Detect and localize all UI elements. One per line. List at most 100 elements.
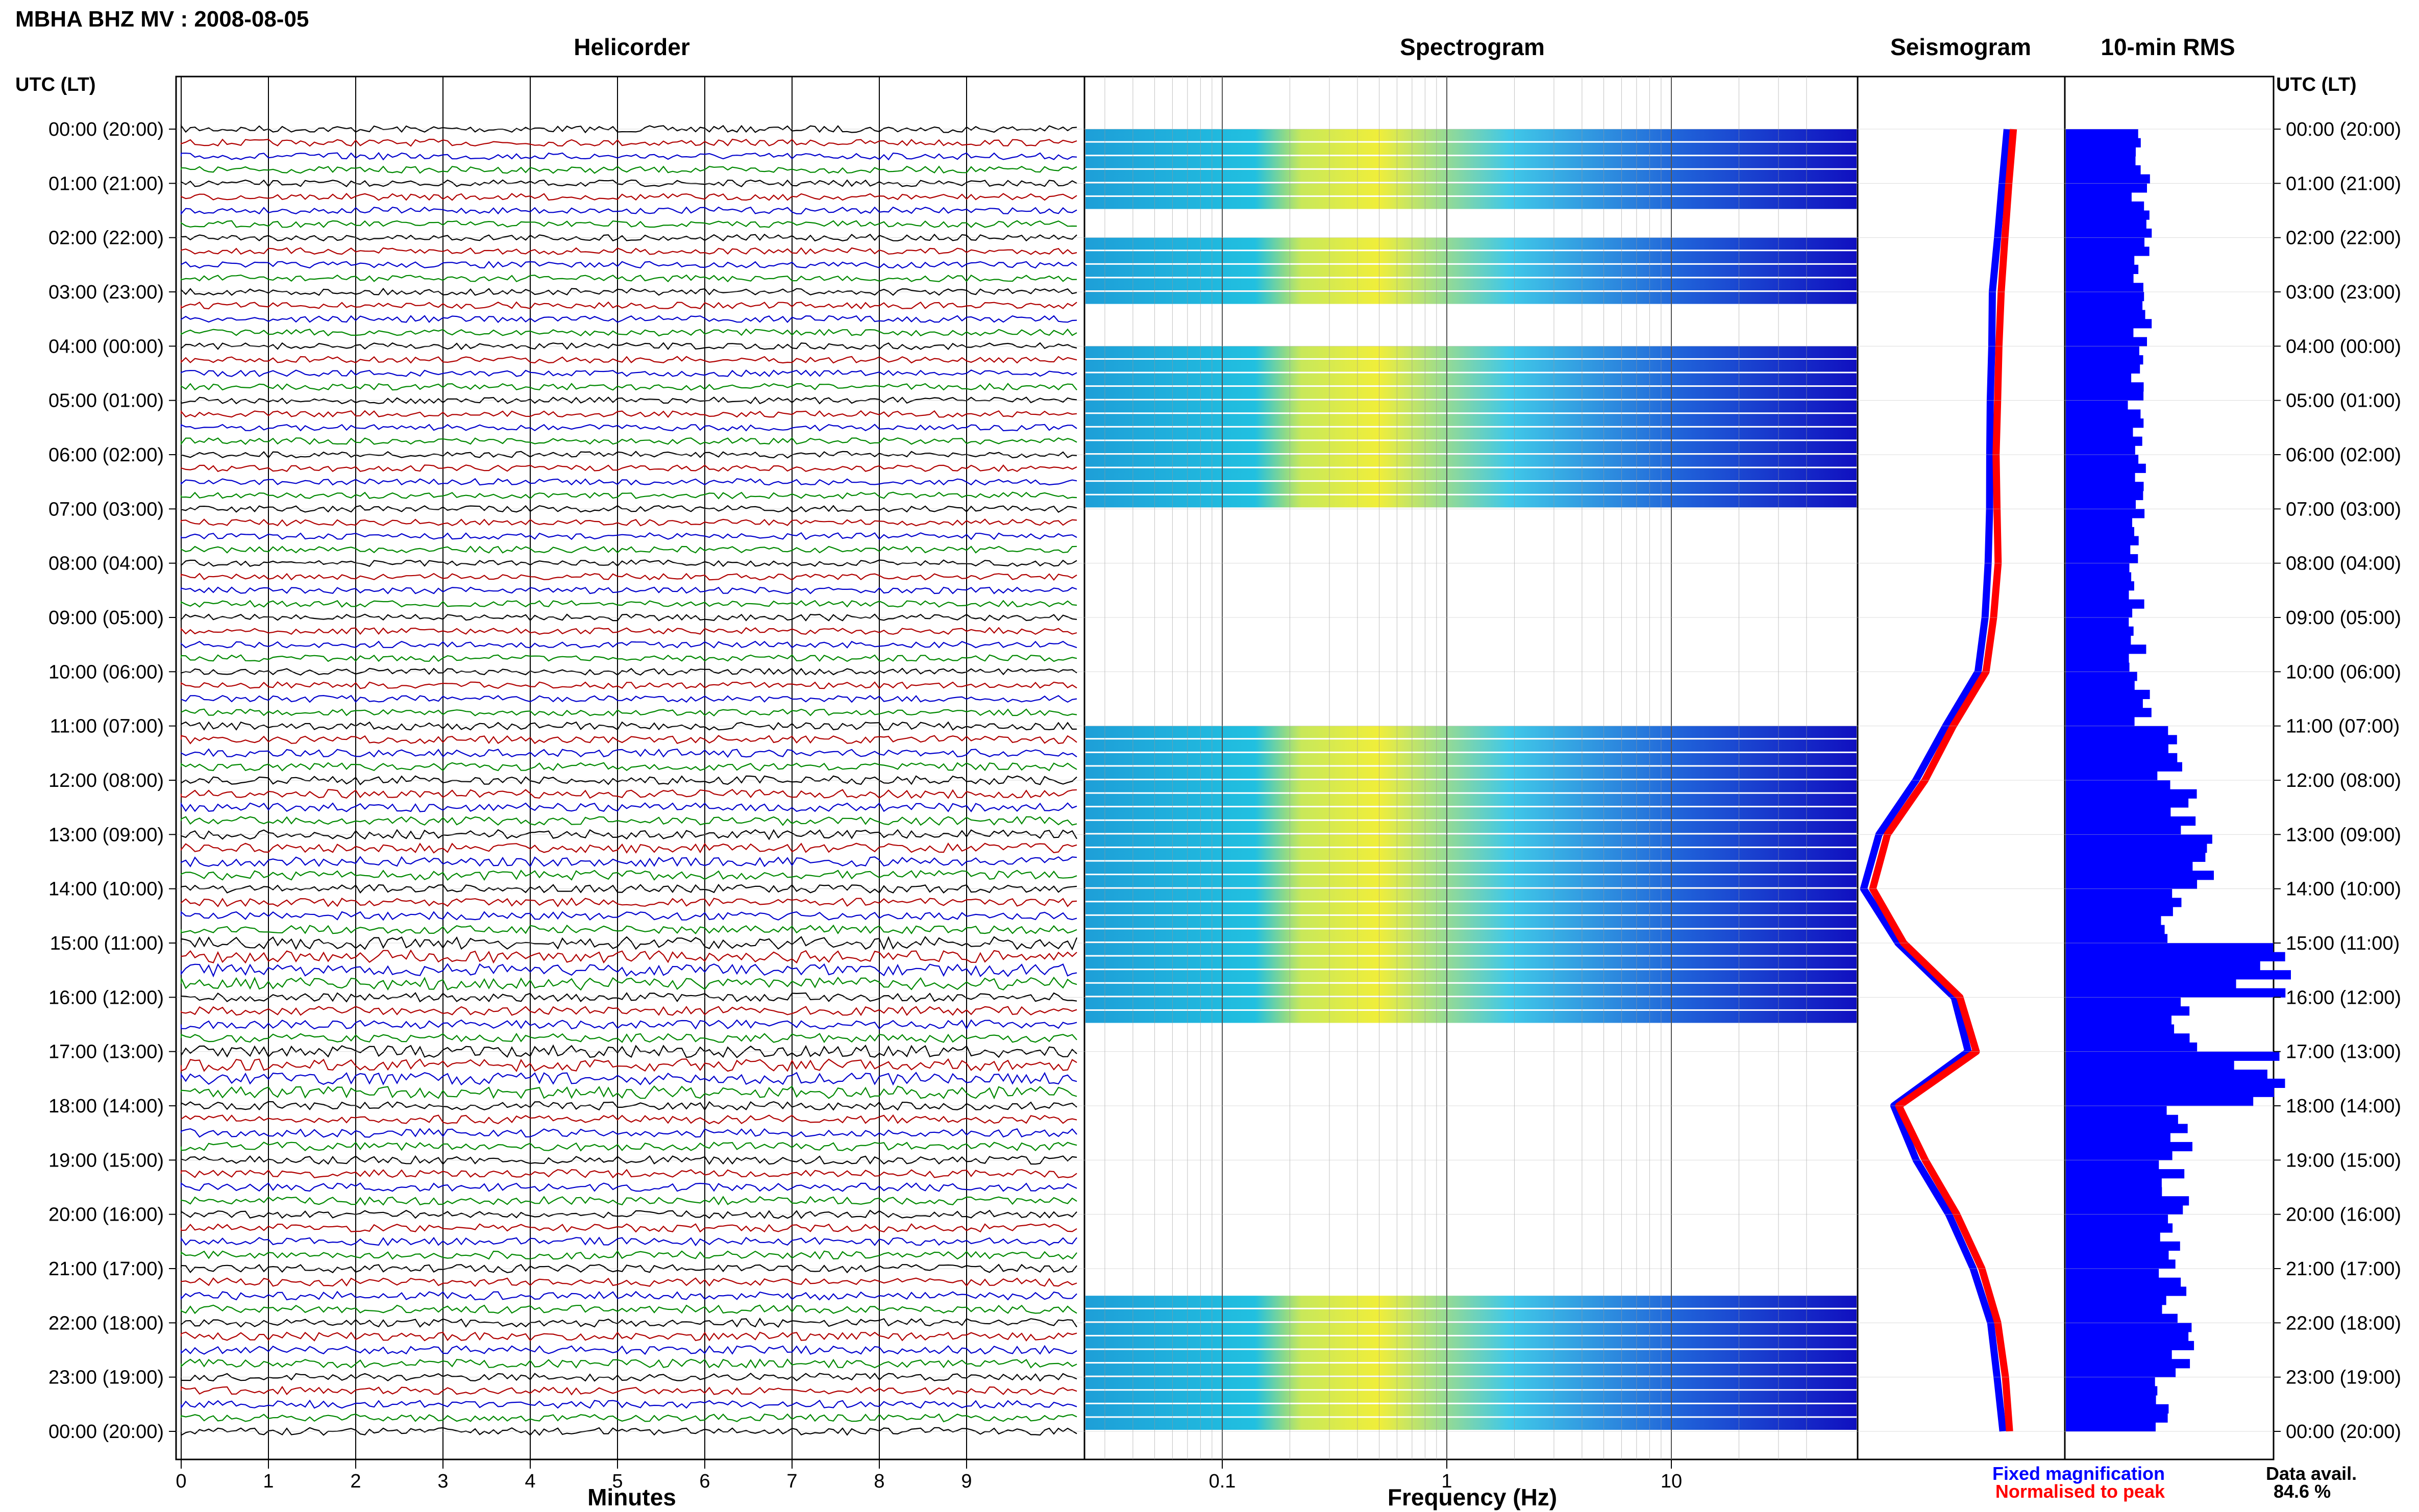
spectrogram-band <box>1085 196 1857 209</box>
rms-bar <box>2066 256 2135 265</box>
rms-bar <box>2066 246 2150 256</box>
helicorder-trace <box>180 274 1077 283</box>
rms-bar <box>2066 1106 2167 1116</box>
rms-bar <box>2066 527 2134 536</box>
helicorder-trace <box>180 532 1077 540</box>
spectrogram-band <box>1085 373 1857 386</box>
panel-title-helicorder: Helicorder <box>574 34 690 60</box>
helicorder-trace <box>180 233 1077 242</box>
rms-bar <box>2066 762 2182 772</box>
helicorder-trace <box>180 124 1077 134</box>
spectrogram-band <box>1085 495 1857 508</box>
time-label-right: 21:00 (17:00) <box>2286 1258 2401 1280</box>
rms-bar <box>2066 735 2177 745</box>
rms-bar <box>2066 1359 2190 1369</box>
spectrogram-band <box>1085 1323 1857 1335</box>
time-label-right: 19:00 (15:00) <box>2286 1150 2401 1171</box>
rms-bar <box>2066 536 2139 546</box>
rms-bar <box>2066 1205 2183 1215</box>
rms-bar <box>2066 382 2144 392</box>
time-label-left: 23:00 (19:00) <box>48 1367 164 1389</box>
rms-bar <box>2066 617 2129 627</box>
rms-bar <box>2066 716 2135 727</box>
time-label-left: 22:00 (18:00) <box>48 1312 164 1334</box>
time-label-left: 21:00 (17:00) <box>48 1258 164 1280</box>
helicorder-trace <box>180 789 1077 799</box>
spectrogram-band <box>1085 482 1857 494</box>
rms-bar <box>2066 518 2132 528</box>
helicorder-trace <box>180 573 1077 581</box>
time-label-right: 11:00 (07:00) <box>2286 716 2400 737</box>
time-label-right: 17:00 (13:00) <box>2286 1042 2401 1063</box>
helicorder-trace <box>180 640 1077 649</box>
legend-fixed-magnification: Fixed magnification <box>1992 1463 2165 1484</box>
rms-bar <box>2066 988 2286 998</box>
helicorder-trace <box>180 1345 1077 1355</box>
time-label-left: 02:00 (22:00) <box>48 228 164 249</box>
spectrogram-band <box>1085 861 1857 874</box>
helicorder-trace <box>180 1223 1077 1233</box>
rms-bar <box>2066 825 2181 835</box>
rms-bar <box>2066 1214 2168 1224</box>
rms-bar <box>2066 1395 2156 1405</box>
helicorder-trace <box>180 546 1077 554</box>
rms-bar <box>2066 807 2171 817</box>
helicorder-trace <box>180 897 1077 908</box>
rms-bar <box>2066 409 2141 419</box>
spectrogram-band <box>1085 169 1857 182</box>
time-label-left: 06:00 (02:00) <box>48 444 164 466</box>
rms-bar <box>2066 898 2182 907</box>
time-label-right: 18:00 (14:00) <box>2286 1096 2401 1117</box>
rms-bar <box>2066 1078 2285 1088</box>
spectrogram-band <box>1085 427 1857 440</box>
time-label-right: 20:00 (16:00) <box>2286 1204 2401 1226</box>
rms-bar <box>2066 1051 2280 1061</box>
time-label-right: 00:00 (20:00) <box>2286 1421 2401 1443</box>
spectrogram-band <box>1085 888 1857 901</box>
time-label-right: 05:00 (01:00) <box>2286 390 2401 412</box>
helicorder-trace <box>180 1019 1077 1030</box>
rms-bar <box>2066 925 2165 934</box>
helicorder-trace <box>180 1263 1077 1274</box>
rms-bar <box>2066 1413 2168 1423</box>
helicorder-x-tick-label: 7 <box>786 1471 797 1492</box>
helicorder-x-tick-label: 9 <box>961 1471 972 1492</box>
time-label-right: 04:00 (00:00) <box>2286 336 2401 357</box>
rms-bar <box>2066 1323 2192 1332</box>
rms-bar <box>2066 319 2152 329</box>
rms-bar <box>2066 1296 2166 1305</box>
helicorder-trace <box>180 559 1077 567</box>
rms-bar <box>2066 1087 2274 1097</box>
rms-bar <box>2066 1223 2173 1233</box>
legend-normalised-to-peak: Normalised to peak <box>1995 1481 2165 1502</box>
time-label-left: 00:00 (20:00) <box>48 1421 164 1443</box>
spectrogram-band <box>1085 834 1857 847</box>
spectrogram-band <box>1085 915 1857 928</box>
rms-bar <box>2066 283 2143 292</box>
rms-bar <box>2066 445 2135 455</box>
helicorder-trace <box>180 1072 1077 1086</box>
rms-bar <box>2066 183 2147 193</box>
helicorder-trace <box>180 762 1077 772</box>
spectrogram-band <box>1085 237 1857 250</box>
rms-bar <box>2066 490 2143 501</box>
rms-bar <box>2066 844 2207 853</box>
spectrogram-band <box>1085 264 1857 277</box>
rms-bar <box>2066 391 2144 401</box>
helicorder-trace <box>180 518 1077 527</box>
helicorder-trace <box>180 1155 1077 1165</box>
rms-bar <box>2066 1332 2189 1342</box>
helicorder-trace <box>180 152 1077 161</box>
rms-bar <box>2066 1350 2172 1359</box>
rms-bar <box>2066 572 2132 582</box>
helicorder-trace <box>180 261 1077 269</box>
rms-bar <box>2066 608 2133 618</box>
helicorder-trace <box>180 410 1077 418</box>
helicorder-trace <box>180 681 1077 689</box>
spectrogram-band <box>1085 848 1857 860</box>
rms-bar <box>2066 1313 2178 1323</box>
spectrogram-x-axis-label: Frequency (Hz) <box>1388 1484 1557 1510</box>
rms-bar <box>2066 599 2144 609</box>
rms-bar <box>2066 463 2146 473</box>
helicorder-trace <box>180 627 1077 635</box>
